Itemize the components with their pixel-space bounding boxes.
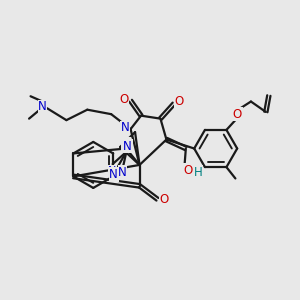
Text: O: O — [183, 164, 193, 177]
Text: N: N — [108, 166, 117, 176]
Text: H: H — [194, 166, 202, 179]
Text: N: N — [122, 137, 130, 151]
Text: O: O — [159, 193, 169, 206]
Text: O: O — [233, 108, 242, 121]
Text: N: N — [38, 100, 47, 113]
Text: O: O — [175, 95, 184, 108]
Text: N: N — [109, 168, 118, 181]
Text: N: N — [123, 140, 132, 153]
Text: N: N — [121, 121, 130, 134]
Text: N: N — [122, 137, 130, 151]
Text: N: N — [118, 166, 127, 179]
Text: O: O — [119, 93, 129, 106]
